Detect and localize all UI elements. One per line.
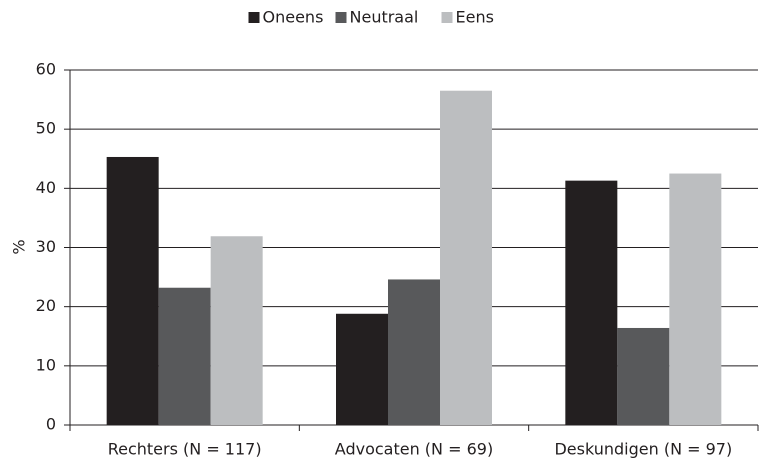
x-tick-label: Advocaten (N = 69) bbox=[335, 440, 493, 459]
x-tick-label: Rechters (N = 117) bbox=[108, 440, 262, 459]
y-tick-label: 30 bbox=[36, 237, 56, 256]
y-tick-label: 40 bbox=[36, 178, 56, 197]
legend-swatch bbox=[248, 12, 260, 23]
x-tick-label: Deskundigen (N = 97) bbox=[554, 440, 732, 459]
legend-label: Oneens bbox=[263, 8, 324, 27]
y-tick-label: 20 bbox=[36, 296, 56, 315]
y-tick-label: 10 bbox=[36, 355, 56, 374]
bar bbox=[336, 313, 388, 425]
bar bbox=[158, 287, 211, 425]
bar bbox=[565, 180, 618, 425]
bar bbox=[617, 327, 670, 425]
bar bbox=[440, 90, 492, 425]
bar bbox=[210, 236, 263, 425]
legend-label: Eens bbox=[456, 8, 494, 27]
legend-label: Neutraal bbox=[350, 8, 419, 27]
y-tick-label: 0 bbox=[46, 415, 56, 434]
y-tick-label: 60 bbox=[36, 60, 56, 79]
y-axis-label: % bbox=[10, 239, 29, 254]
bar bbox=[388, 279, 440, 425]
bar bbox=[106, 156, 159, 425]
legend-swatch bbox=[441, 12, 453, 23]
y-tick-label: 50 bbox=[36, 119, 56, 138]
legend-swatch bbox=[335, 12, 347, 23]
bar bbox=[669, 173, 722, 425]
